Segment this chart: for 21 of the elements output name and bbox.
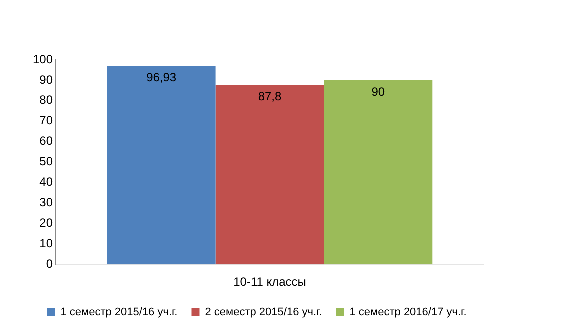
data-label: 96,93 xyxy=(146,70,177,85)
x-tick-label: 10-11 классы xyxy=(234,275,306,290)
y-tick-label: 20 xyxy=(40,216,54,230)
legend-label: 1 семестр 2015/16 уч.г. xyxy=(60,306,178,319)
y-tick-label: 30 xyxy=(40,196,54,210)
y-tick-label: 100 xyxy=(32,52,54,66)
bar xyxy=(107,66,216,265)
y-tick-label: 0 xyxy=(46,256,54,271)
data-label: 87,8 xyxy=(258,89,282,104)
y-tick-label: 50 xyxy=(40,154,54,169)
legend-label: 1 семестр 2016/17 уч.г. xyxy=(350,306,467,319)
bar xyxy=(216,84,324,265)
y-tick-label: 80 xyxy=(40,93,54,108)
y-tick-label: 90 xyxy=(40,72,54,87)
y-tick-label: 60 xyxy=(40,134,54,148)
data-label: 90 xyxy=(372,84,386,99)
legend-label: 2 семестр 2015/16 уч.г. xyxy=(205,306,322,319)
y-tick-label: 40 xyxy=(40,175,54,190)
y-tick-label: 70 xyxy=(40,114,54,128)
y-tick-label: 10 xyxy=(40,236,54,250)
bar xyxy=(324,80,433,265)
